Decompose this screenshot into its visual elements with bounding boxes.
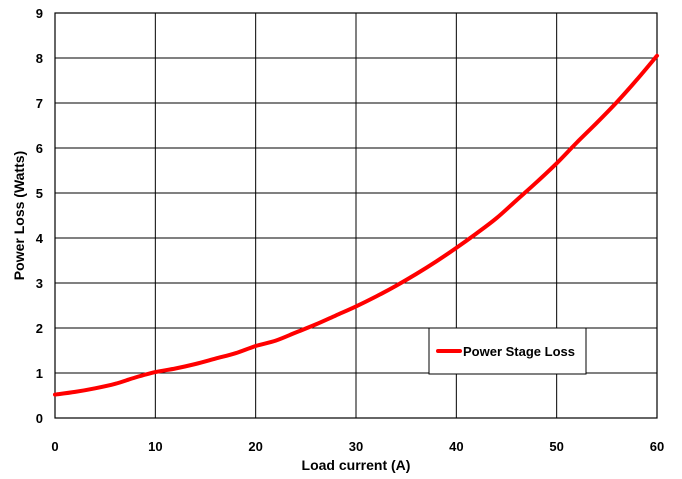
y-tick-label: 0 <box>36 411 43 426</box>
x-tick-label: 0 <box>51 439 58 454</box>
series-line-power-stage-loss <box>53 53 659 397</box>
x-tick-label: 30 <box>349 439 363 454</box>
y-tick-label: 7 <box>36 96 43 111</box>
y-tick-label: 9 <box>36 6 43 21</box>
x-axis-ticks: 0 10 20 30 40 50 60 <box>51 439 664 454</box>
y-tick-label: 1 <box>36 366 43 381</box>
legend-label: Power Stage Loss <box>463 344 575 359</box>
y-tick-label: 6 <box>36 141 43 156</box>
plot-area <box>54 12 658 419</box>
y-tick-label: 4 <box>36 231 44 246</box>
x-tick-label: 50 <box>549 439 563 454</box>
y-tick-label: 5 <box>36 186 43 201</box>
legend: Power Stage Loss <box>428 327 587 375</box>
x-axis-label: Load current (A) <box>302 457 411 473</box>
series-lines <box>53 53 659 397</box>
y-tick-label: 2 <box>36 321 43 336</box>
x-tick-label: 20 <box>248 439 262 454</box>
y-axis-label: Power Loss (Watts) <box>11 151 27 280</box>
y-tick-label: 3 <box>36 276 43 291</box>
y-tick-label: 8 <box>36 51 43 66</box>
y-axis-ticks: 0 1 2 3 4 5 6 7 8 9 <box>36 6 44 426</box>
x-tick-label: 60 <box>650 439 664 454</box>
x-tick-label: 40 <box>449 439 463 454</box>
x-tick-label: 10 <box>148 439 162 454</box>
